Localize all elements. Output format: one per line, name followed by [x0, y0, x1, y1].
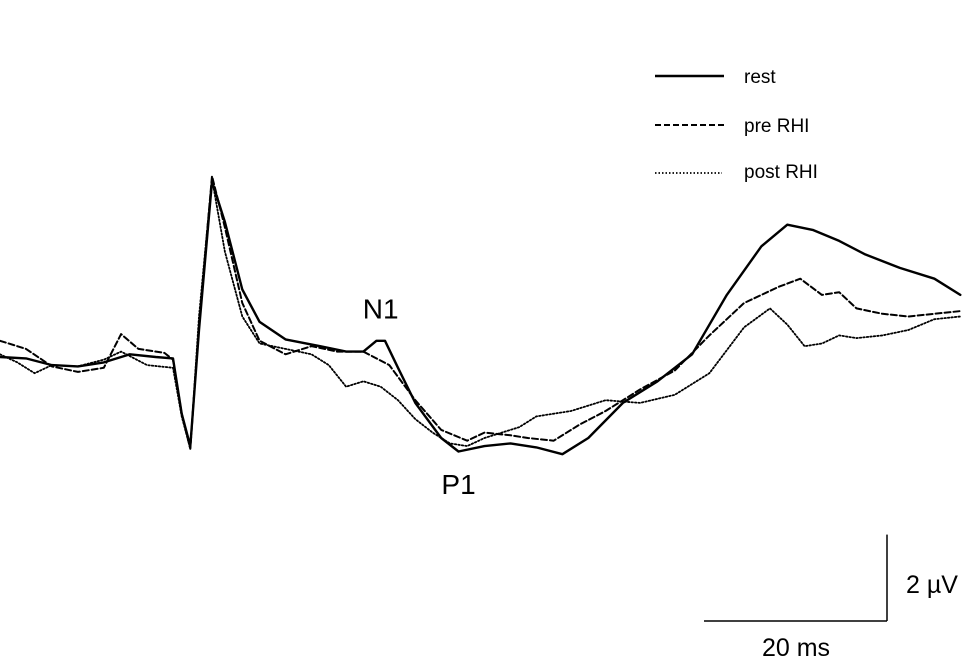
scale-bars: 20 ms 2 µV: [704, 534, 958, 662]
legend: rest pre RHI post RHI: [655, 67, 818, 183]
series-line-rest: [0, 180, 962, 456]
legend-item-post-rhi: post RHI: [655, 162, 818, 183]
series-layer: [0, 175, 962, 456]
legend-label-post-rhi: post RHI: [744, 162, 818, 183]
series-line-pre-rhi: [0, 175, 962, 450]
legend-item-pre-rhi: pre RHI: [655, 116, 809, 137]
annotation-p1: P1: [441, 469, 475, 500]
legend-label-pre-rhi: pre RHI: [744, 116, 809, 137]
time-scale-label: 20 ms: [762, 634, 830, 662]
series-line-post-rhi: [0, 177, 962, 450]
legend-label-rest: rest: [744, 67, 776, 88]
amplitude-scale-label: 2 µV: [906, 571, 958, 599]
legend-item-rest: rest: [655, 67, 776, 88]
annotation-n1: N1: [363, 293, 399, 324]
